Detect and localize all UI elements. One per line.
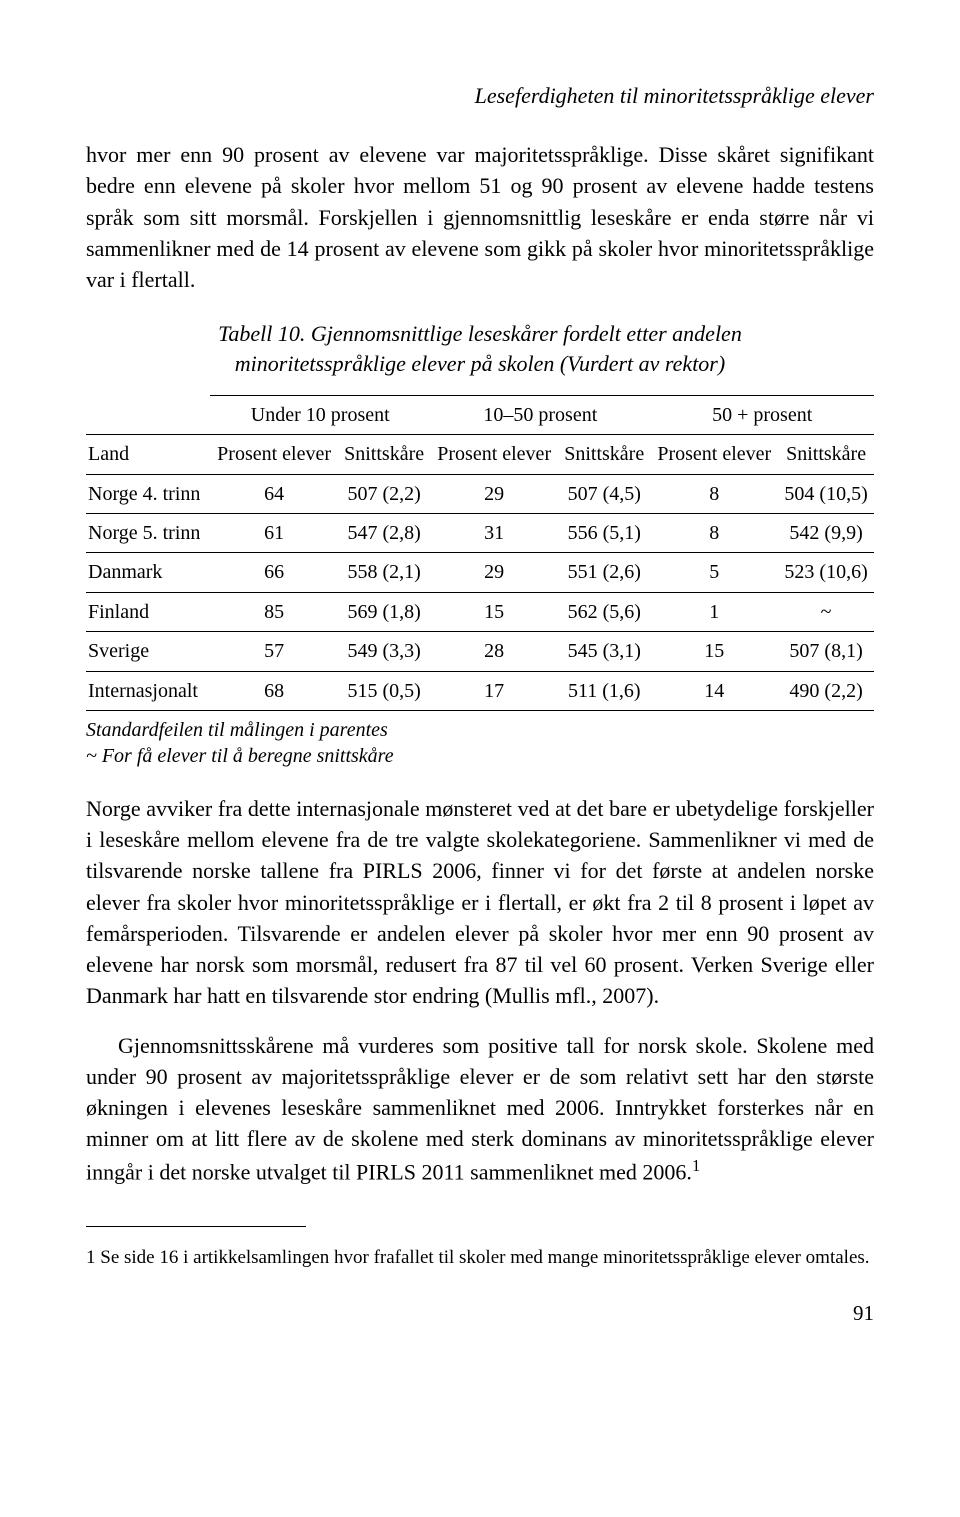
- group-header-1: Under 10 prosent: [210, 395, 430, 434]
- footnote-text: 1 Se side 16 i artikkelsamlingen hvor fr…: [86, 1246, 874, 1271]
- cell: 66: [210, 553, 338, 592]
- table-row: Norge 4. trinn 64 507 (2,2) 29 507 (4,5)…: [86, 474, 874, 513]
- footnote-marker: 1: [692, 1156, 700, 1175]
- cell: 1: [650, 592, 778, 631]
- cell: 68: [210, 671, 338, 710]
- cell: 14: [650, 671, 778, 710]
- cell: 547 (2,8): [338, 513, 430, 552]
- cell: 8: [650, 513, 778, 552]
- paragraph-3: Gjennomsnittsskårene må vurderes som pos…: [86, 1030, 874, 1189]
- footnote-separator: [86, 1226, 306, 1227]
- row-label: Internasjonalt: [86, 671, 210, 710]
- cell: 569 (1,8): [338, 592, 430, 631]
- cell: 551 (2,6): [558, 553, 650, 592]
- cell: 515 (0,5): [338, 671, 430, 710]
- sub-header-4: Snittskåre: [558, 435, 650, 474]
- table-row: Finland 85 569 (1,8) 15 562 (5,6) 1 ~: [86, 592, 874, 631]
- cell: 549 (3,3): [338, 632, 430, 671]
- cell: 511 (1,6): [558, 671, 650, 710]
- table-row: Norge 5. trinn 61 547 (2,8) 31 556 (5,1)…: [86, 513, 874, 552]
- row-label: Danmark: [86, 553, 210, 592]
- cell: 29: [430, 553, 558, 592]
- row-label: Norge 5. trinn: [86, 513, 210, 552]
- cell: ~: [778, 592, 874, 631]
- cell: 545 (3,1): [558, 632, 650, 671]
- cell: 558 (2,1): [338, 553, 430, 592]
- cell: 5: [650, 553, 778, 592]
- cell: 542 (9,9): [778, 513, 874, 552]
- sub-header-6: Snittskåre: [778, 435, 874, 474]
- cell: 523 (10,6): [778, 553, 874, 592]
- data-table: Under 10 prosent 10–50 prosent 50 + pros…: [86, 395, 874, 711]
- table-caption: Tabell 10. Gjennomsnittlige leseskårer f…: [160, 319, 800, 378]
- table-note-line-1: Standardfeilen til målingen i parentes: [86, 719, 388, 741]
- table-row: Internasjonalt 68 515 (0,5) 17 511 (1,6)…: [86, 671, 874, 710]
- paragraph-1: hvor mer enn 90 prosent av elevene var m…: [86, 139, 874, 295]
- table-note: Standardfeilen til målingen i parentes ~…: [86, 717, 874, 769]
- table-row: Danmark 66 558 (2,1) 29 551 (2,6) 5 523 …: [86, 553, 874, 592]
- cell: 8: [650, 474, 778, 513]
- cell: 61: [210, 513, 338, 552]
- cell: 507 (4,5): [558, 474, 650, 513]
- table-body: Norge 4. trinn 64 507 (2,2) 29 507 (4,5)…: [86, 474, 874, 710]
- paragraph-3-text: Gjennomsnittsskårene må vurderes som pos…: [86, 1033, 874, 1185]
- group-header-2: 10–50 prosent: [430, 395, 650, 434]
- paragraph-2: Norge avviker fra dette internasjonale m…: [86, 793, 874, 1012]
- table-sub-header-row: Land Prosent elever Snittskåre Prosent e…: [86, 435, 874, 474]
- cell: 507 (2,2): [338, 474, 430, 513]
- row-label: Finland: [86, 592, 210, 631]
- cell: 15: [430, 592, 558, 631]
- cell: 504 (10,5): [778, 474, 874, 513]
- group-header-3: 50 + prosent: [650, 395, 874, 434]
- table-group-header-row: Under 10 prosent 10–50 prosent 50 + pros…: [86, 395, 874, 434]
- cell: 29: [430, 474, 558, 513]
- cell: 17: [430, 671, 558, 710]
- table-note-line-2: ~ For få elever til å beregne snittskåre: [86, 745, 394, 767]
- cell: 57: [210, 632, 338, 671]
- cell: 64: [210, 474, 338, 513]
- cell: 15: [650, 632, 778, 671]
- cell: 85: [210, 592, 338, 631]
- sub-header-3: Prosent elever: [430, 435, 558, 474]
- sub-header-2: Snittskåre: [338, 435, 430, 474]
- cell: 490 (2,2): [778, 671, 874, 710]
- table-row: Sverige 57 549 (3,3) 28 545 (3,1) 15 507…: [86, 632, 874, 671]
- cell: 556 (5,1): [558, 513, 650, 552]
- cell: 31: [430, 513, 558, 552]
- sub-header-1: Prosent elever: [210, 435, 338, 474]
- sub-header-5: Prosent elever: [650, 435, 778, 474]
- running-header: Leseferdigheten til minoritetsspråklige …: [86, 80, 874, 111]
- cell: 507 (8,1): [778, 632, 874, 671]
- row-label: Sverige: [86, 632, 210, 671]
- page-number: 91: [86, 1299, 874, 1329]
- row-label-header: Land: [86, 435, 210, 474]
- row-label: Norge 4. trinn: [86, 474, 210, 513]
- cell: 28: [430, 632, 558, 671]
- cell: 562 (5,6): [558, 592, 650, 631]
